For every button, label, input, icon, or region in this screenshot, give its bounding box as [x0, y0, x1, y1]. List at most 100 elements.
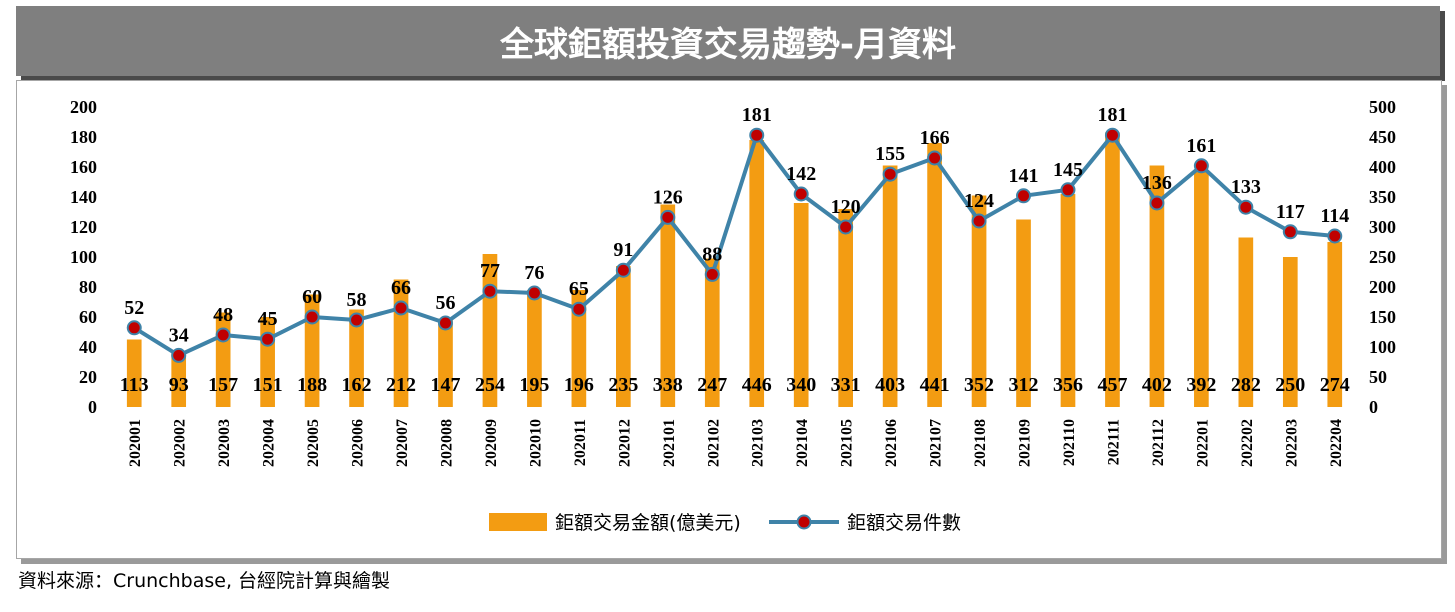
bar	[527, 290, 542, 407]
line-marker	[1016, 188, 1032, 204]
line-marker	[927, 150, 943, 166]
line-data-label: 91	[613, 239, 633, 261]
x-tick-label: 202102	[705, 419, 722, 467]
bar	[438, 318, 453, 407]
x-tick-label: 202104	[794, 419, 811, 467]
line-marker	[171, 347, 187, 363]
bar-data-label: 254	[475, 374, 505, 396]
x-tick-label: 202203	[1283, 419, 1300, 467]
bar-data-label: 457	[1097, 374, 1127, 396]
line-marker	[437, 315, 453, 331]
bar-data-label: 402	[1142, 374, 1172, 396]
y-left-tick-label: 60	[79, 307, 97, 327]
x-tick-label: 202106	[883, 419, 900, 467]
bar	[349, 309, 364, 407]
line-marker	[482, 283, 498, 299]
y-left-tick-label: 20	[79, 367, 97, 387]
line-data-label: 181	[742, 104, 772, 126]
source-note: 資料來源：Crunchbase, 台經院計算與繪製	[18, 570, 391, 592]
line-data-label: 133	[1231, 176, 1261, 198]
bar-data-label: 113	[120, 374, 149, 396]
bar-data-label: 282	[1231, 374, 1261, 396]
bar	[927, 143, 942, 407]
line-data-label: 76	[524, 262, 544, 284]
x-tick-label: 202111	[1105, 419, 1122, 465]
line-data-label: 114	[1320, 205, 1349, 227]
line-data-label: 56	[435, 292, 455, 314]
y-left-tick-label: 100	[70, 247, 97, 267]
x-tick-label: 202003	[216, 419, 233, 467]
line-marker	[1193, 158, 1209, 174]
bar-data-label: 392	[1186, 374, 1216, 396]
y-left-tick-label: 180	[70, 127, 97, 147]
line-data-label: 66	[391, 277, 411, 299]
y-left-tick-label: 80	[79, 277, 97, 297]
x-tick-label: 202001	[127, 419, 144, 467]
line-data-label: 145	[1053, 159, 1083, 181]
y-left-tick-label: 160	[70, 157, 97, 177]
bar	[1149, 165, 1165, 407]
bar-data-label: 212	[386, 374, 416, 396]
legend-line-label: 鉅額交易件數	[847, 512, 961, 534]
line-marker	[660, 209, 676, 225]
line-marker	[749, 127, 765, 143]
y-left-tick-label: 0	[88, 397, 97, 417]
line-data-label: 136	[1142, 172, 1172, 194]
x-tick-label: 202108	[972, 419, 989, 467]
y-right-tick-label: 0	[1369, 397, 1378, 417]
line-data-label: 166	[920, 127, 950, 149]
y-right-tick-label: 300	[1369, 217, 1396, 237]
bar-data-label: 93	[169, 374, 189, 396]
line-marker	[1149, 195, 1165, 211]
bar-data-label: 157	[208, 374, 238, 396]
line-marker	[704, 266, 720, 282]
bar	[571, 290, 587, 407]
bar	[1060, 194, 1076, 407]
bar-data-label: 403	[875, 374, 905, 396]
y-right-tick-label: 250	[1369, 247, 1396, 267]
bar	[704, 258, 720, 407]
bar	[971, 195, 987, 407]
line-data-label: 161	[1186, 135, 1216, 157]
bar	[171, 351, 187, 407]
x-tick-label: 202105	[839, 419, 856, 467]
line-marker	[1060, 182, 1076, 198]
bar	[749, 140, 765, 407]
bar	[1105, 132, 1120, 407]
x-tick-label: 202005	[305, 419, 322, 467]
bar-data-label: 162	[342, 374, 372, 396]
bar-data-label: 356	[1053, 374, 1083, 396]
bar-data-label: 147	[430, 374, 460, 396]
bar-data-label: 195	[519, 374, 549, 396]
line-marker	[349, 312, 365, 328]
bar-data-label: 340	[786, 374, 816, 396]
x-tick-label: 202110	[1061, 419, 1078, 466]
y-right-tick-label: 150	[1369, 307, 1396, 327]
x-tick-label: 202101	[661, 419, 678, 467]
y-right-tick-label: 200	[1369, 277, 1396, 297]
x-tick-label: 202012	[616, 419, 633, 467]
line-marker	[1327, 228, 1343, 244]
x-tick-label: 202201	[1194, 419, 1211, 467]
bar	[126, 339, 142, 407]
bar-data-label: 188	[297, 374, 327, 396]
x-tick-label: 202202	[1239, 419, 1256, 467]
x-tick-label: 202008	[438, 419, 455, 467]
legend-bar-swatch	[489, 513, 547, 531]
x-tick-label: 202011	[572, 419, 589, 466]
line-marker	[793, 186, 809, 202]
line-marker	[126, 320, 142, 336]
line-marker	[526, 285, 542, 301]
x-tick-label: 202009	[483, 419, 500, 467]
chart-area: 0 20 40 60 80 100 120 140 160 180 200 0 50 100 150 200 2…	[16, 80, 1442, 559]
bar	[616, 266, 631, 407]
x-tick-label: 202010	[527, 419, 544, 467]
y-left-tick-label: 200	[70, 97, 97, 117]
x-tick-label: 202007	[394, 419, 411, 467]
line-marker	[571, 301, 587, 317]
combo-chart: 0 20 40 60 80 100 120 140 160 180 200 0 50 100 150 200 2…	[70, 97, 1396, 534]
line-data-label: 65	[569, 278, 589, 300]
y-right-tick-label: 450	[1369, 127, 1396, 147]
bar-data-label: 441	[920, 374, 950, 396]
line-data-label: 155	[875, 143, 905, 165]
